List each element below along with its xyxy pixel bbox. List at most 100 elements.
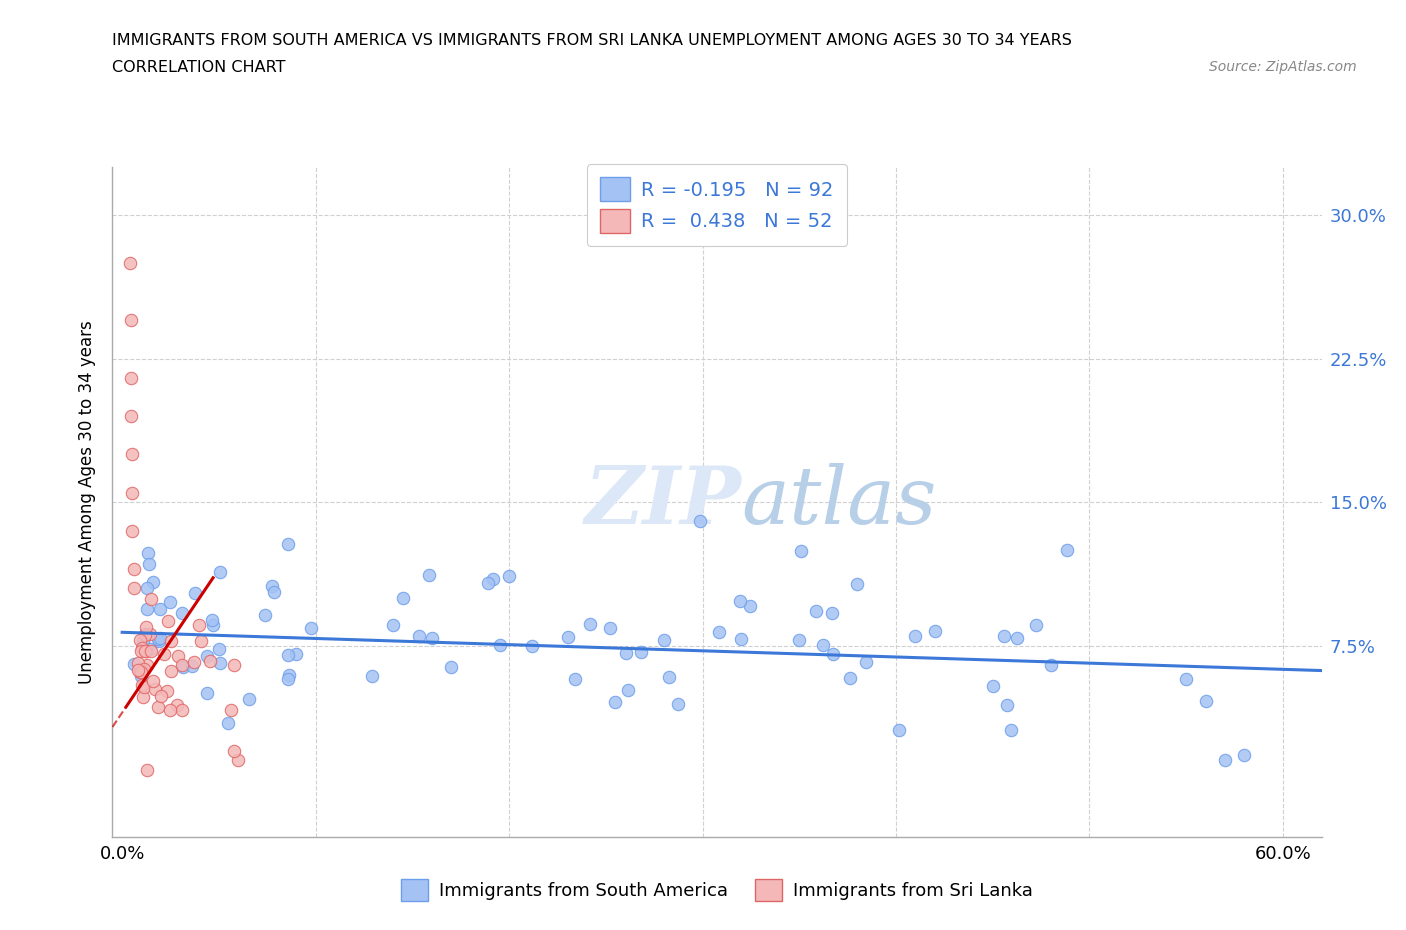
Point bbox=[184, 585, 207, 600]
Point bbox=[202, 618, 225, 632]
Point bbox=[408, 629, 430, 644]
Point bbox=[481, 572, 503, 587]
Point bbox=[124, 581, 146, 596]
Point bbox=[903, 629, 925, 644]
Point bbox=[477, 576, 499, 591]
Point bbox=[262, 578, 284, 593]
Text: Source: ZipAtlas.com: Source: ZipAtlas.com bbox=[1209, 60, 1357, 74]
Point bbox=[195, 685, 218, 700]
Point bbox=[138, 557, 160, 572]
Point bbox=[689, 514, 711, 529]
Point bbox=[277, 647, 299, 662]
Point bbox=[148, 699, 170, 714]
Point bbox=[804, 604, 827, 618]
Point bbox=[1025, 618, 1047, 632]
Point bbox=[159, 595, 181, 610]
Point bbox=[993, 629, 1015, 644]
Point bbox=[616, 683, 638, 698]
Point bbox=[489, 638, 512, 653]
Point bbox=[131, 677, 153, 692]
Point bbox=[172, 605, 194, 620]
Point bbox=[614, 645, 637, 660]
Point bbox=[134, 628, 156, 643]
Point bbox=[121, 447, 143, 462]
Point bbox=[142, 674, 165, 689]
Point bbox=[131, 665, 153, 680]
Point bbox=[136, 602, 159, 617]
Point bbox=[127, 663, 149, 678]
Point bbox=[238, 691, 260, 706]
Point bbox=[1000, 723, 1022, 737]
Point bbox=[823, 646, 845, 661]
Point bbox=[1056, 542, 1078, 557]
Point bbox=[152, 646, 174, 661]
Point bbox=[132, 680, 155, 695]
Point bbox=[131, 644, 153, 658]
Point bbox=[813, 638, 835, 653]
Point bbox=[440, 659, 463, 674]
Point bbox=[195, 648, 218, 663]
Point bbox=[156, 614, 179, 629]
Point bbox=[149, 602, 172, 617]
Point bbox=[122, 657, 145, 671]
Point bbox=[143, 682, 166, 697]
Point bbox=[498, 569, 520, 584]
Point bbox=[121, 485, 143, 500]
Point bbox=[564, 671, 586, 686]
Point bbox=[787, 633, 810, 648]
Point bbox=[277, 668, 299, 683]
Point bbox=[156, 684, 179, 698]
Point bbox=[253, 608, 276, 623]
Point bbox=[132, 689, 155, 704]
Text: IMMIGRANTS FROM SOUTH AMERICA VS IMMIGRANTS FROM SRI LANKA UNEMPLOYMENT AMONG AG: IMMIGRANTS FROM SOUTH AMERICA VS IMMIGRA… bbox=[112, 33, 1073, 47]
Point bbox=[138, 627, 160, 642]
Point bbox=[887, 723, 910, 737]
Point bbox=[135, 619, 157, 634]
Point bbox=[707, 624, 730, 639]
Point bbox=[159, 703, 181, 718]
Point bbox=[118, 256, 141, 271]
Point bbox=[730, 631, 752, 646]
Point bbox=[136, 546, 159, 561]
Text: CORRELATION CHART: CORRELATION CHART bbox=[112, 60, 285, 75]
Point bbox=[277, 671, 299, 686]
Point bbox=[361, 669, 384, 684]
Point bbox=[122, 562, 145, 577]
Point bbox=[135, 644, 157, 658]
Point bbox=[1213, 753, 1236, 768]
Point bbox=[136, 763, 159, 777]
Point bbox=[170, 703, 193, 718]
Point bbox=[201, 612, 224, 627]
Point bbox=[846, 577, 869, 591]
Point bbox=[1194, 693, 1216, 708]
Point bbox=[522, 639, 544, 654]
Point bbox=[159, 633, 181, 648]
Point bbox=[183, 654, 205, 669]
Text: ZIP: ZIP bbox=[585, 463, 741, 541]
Point bbox=[187, 618, 209, 632]
Point bbox=[129, 669, 152, 684]
Point bbox=[226, 753, 249, 768]
Point bbox=[1175, 672, 1198, 687]
Y-axis label: Unemployment Among Ages 30 to 34 years: Unemployment Among Ages 30 to 34 years bbox=[77, 320, 96, 684]
Point bbox=[658, 670, 681, 684]
Point bbox=[728, 593, 751, 608]
Point bbox=[149, 631, 172, 645]
Point bbox=[139, 591, 162, 606]
Point bbox=[148, 633, 170, 648]
Point bbox=[924, 624, 946, 639]
Point bbox=[821, 605, 844, 620]
Point bbox=[981, 678, 1004, 693]
Point bbox=[738, 599, 761, 614]
Point bbox=[420, 631, 443, 645]
Point bbox=[127, 656, 149, 671]
Point bbox=[120, 408, 142, 423]
Point bbox=[134, 662, 156, 677]
Legend: Immigrants from South America, Immigrants from Sri Lanka: Immigrants from South America, Immigrant… bbox=[394, 871, 1040, 909]
Point bbox=[557, 630, 579, 644]
Point bbox=[198, 654, 221, 669]
Point bbox=[128, 665, 150, 680]
Point bbox=[603, 695, 626, 710]
Point bbox=[995, 698, 1018, 712]
Point bbox=[141, 644, 163, 658]
